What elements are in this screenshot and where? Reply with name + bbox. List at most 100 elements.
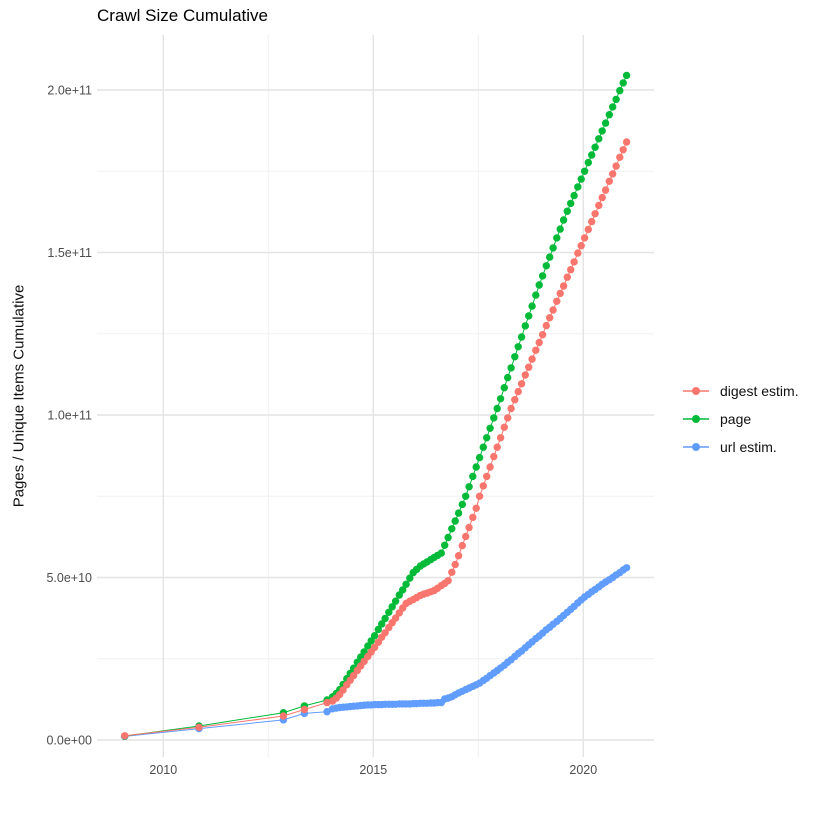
data-point-digest-estim — [532, 346, 540, 354]
data-point-page — [370, 632, 379, 640]
data-point-digest-estim — [605, 177, 613, 185]
data-point-page — [483, 434, 491, 442]
legend-key-icon-digest-estim — [683, 387, 709, 395]
data-point-page — [458, 500, 466, 509]
data-point-page — [598, 127, 606, 135]
data-point-page — [559, 216, 568, 224]
y-tick-label: 1.0e+11 — [47, 409, 92, 423]
data-point-page — [493, 404, 501, 413]
data-point-page — [469, 472, 477, 481]
y-tick-label: 1.5e+11 — [47, 246, 92, 260]
legend: digest estim. page url estim. — [682, 377, 799, 461]
data-point-digest-estim — [500, 423, 508, 431]
data-point-digest-estim — [493, 443, 501, 451]
data-point-digest-estim — [448, 568, 456, 576]
data-point-page — [402, 580, 410, 588]
data-point-digest-estim — [490, 452, 498, 461]
data-point-digest-estim — [507, 404, 515, 413]
data-point-digest-estim — [574, 249, 582, 257]
data-point-page — [437, 549, 445, 557]
legend-item-digest-estim: digest estim. — [682, 377, 799, 405]
data-point-digest-estim — [472, 504, 480, 512]
data-point-page — [542, 262, 550, 270]
data-point-page — [385, 608, 393, 616]
data-point-page — [616, 86, 624, 95]
data-point-page — [574, 183, 582, 191]
series-points-digest-estim — [121, 138, 631, 740]
legend-label-url-estim: url estim. — [720, 439, 777, 455]
legend-item-url-estim: url estim. — [682, 433, 799, 461]
data-point-digest-estim — [580, 234, 589, 242]
data-point-page — [391, 597, 400, 605]
data-point-page — [454, 509, 463, 517]
data-point-digest-estim — [591, 210, 599, 218]
data-point-page — [528, 302, 536, 310]
data-point-page — [619, 79, 627, 87]
data-point-page — [486, 424, 494, 432]
legend-label-page: page — [720, 411, 752, 427]
data-point-page — [444, 533, 452, 542]
data-point-page — [490, 414, 498, 422]
data-point-page — [451, 517, 459, 525]
data-point-page — [441, 541, 449, 549]
data-point-digest-estim — [479, 482, 487, 490]
data-point-digest-estim — [121, 732, 129, 740]
y-tick-label: 0.0e+00 — [46, 734, 92, 748]
data-point-digest-estim — [451, 560, 459, 569]
data-point-digest-estim — [381, 629, 389, 637]
data-point-digest-estim — [454, 552, 463, 560]
series-points-page — [121, 71, 631, 740]
data-point-digest-estim — [462, 532, 470, 541]
data-point-digest-estim — [609, 170, 617, 178]
data-point-digest-estim — [528, 355, 536, 363]
data-point-digest-estim — [279, 712, 288, 720]
data-point-digest-estim — [486, 463, 494, 471]
data-point-page — [570, 191, 578, 200]
data-point-page — [612, 95, 620, 104]
data-point-page — [622, 71, 631, 80]
data-point-page — [517, 333, 526, 341]
data-point-digest-estim — [469, 513, 477, 522]
legend-item-page: page — [682, 405, 799, 433]
data-point-digest-estim — [511, 396, 519, 404]
data-point-digest-estim — [370, 643, 379, 652]
data-point-page — [504, 373, 512, 382]
data-point-page — [549, 244, 557, 252]
data-point-url-estim — [622, 564, 631, 572]
data-point-page — [507, 364, 515, 372]
data-point-page — [577, 175, 585, 183]
data-point-digest-estim — [559, 282, 568, 290]
data-point-url-estim — [323, 708, 331, 716]
y-tick-label: 5.0e+10 — [46, 571, 92, 585]
data-point-digest-estim — [538, 331, 547, 339]
data-point-page — [609, 103, 617, 111]
data-point-page — [374, 625, 382, 634]
data-point-page — [472, 463, 480, 471]
data-point-digest-estim — [339, 686, 347, 694]
data-point-digest-estim — [496, 434, 505, 442]
data-point-page — [591, 143, 599, 151]
data-point-digest-estim — [584, 225, 592, 234]
data-point-page — [465, 483, 473, 491]
data-point-digest-estim — [616, 153, 624, 161]
data-point-digest-estim — [483, 472, 491, 481]
data-point-page — [553, 234, 561, 242]
data-point-page — [406, 574, 414, 582]
data-point-digest-estim — [563, 273, 571, 281]
data-point-digest-estim — [598, 193, 606, 202]
data-point-digest-estim — [444, 577, 452, 585]
data-point-digest-estim — [595, 201, 603, 210]
data-point-digest-estim — [504, 414, 512, 422]
data-point-page — [605, 111, 613, 119]
data-point-page — [448, 525, 456, 533]
legend-key-icon-url-estim — [683, 443, 709, 451]
data-point-digest-estim — [553, 297, 561, 305]
legend-key-icon-page — [683, 415, 709, 423]
data-point-digest-estim — [521, 371, 529, 379]
data-point-digest-estim — [535, 338, 543, 347]
y-tick-label: 2.0e+11 — [47, 84, 92, 98]
data-point-digest-estim — [300, 705, 309, 714]
data-point-digest-estim — [612, 162, 620, 170]
data-point-page — [532, 291, 540, 299]
